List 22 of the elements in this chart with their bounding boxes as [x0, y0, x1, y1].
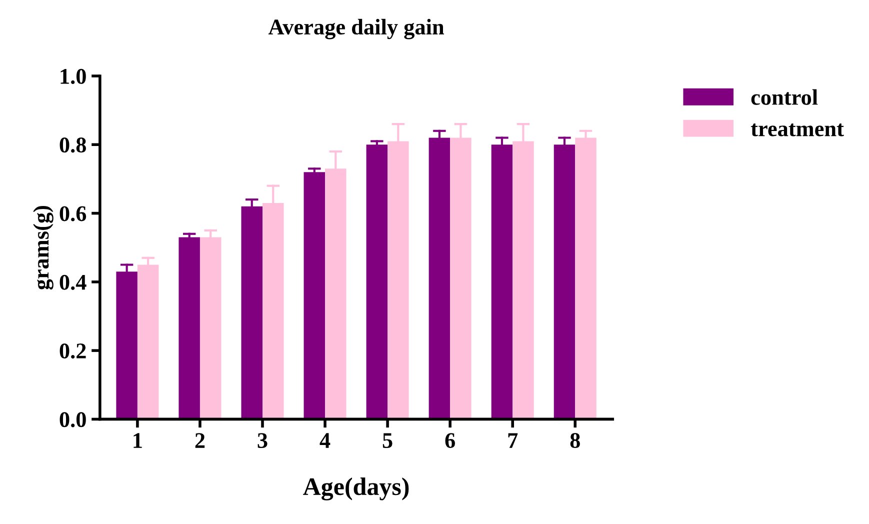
y-tick-label: 0.8: [60, 138, 86, 153]
y-tick-label: 0.4: [60, 274, 86, 290]
x-tick-label: 5: [382, 433, 392, 448]
x-axis-title: Age(days): [303, 478, 409, 500]
y-axis-title: grams(g): [33, 206, 54, 290]
y-tick-label: 1.0: [60, 68, 86, 84]
x-tick-label: 4: [320, 433, 330, 448]
x-tick-label: 7: [508, 433, 518, 448]
x-tick-label: 8: [570, 433, 580, 448]
bar: [366, 144, 388, 420]
x-tick-label: 1: [134, 433, 142, 448]
legend-label: control: [751, 89, 818, 105]
legend-label: treatment: [750, 124, 844, 136]
x-tick-label: 2: [195, 433, 205, 448]
y-tick-label: 0.2: [60, 343, 86, 359]
bar: [304, 172, 326, 420]
y-tick-label: 0.6: [60, 206, 86, 222]
x-tick-label: 6: [445, 433, 455, 448]
y-tick-label: 0.0: [60, 412, 86, 428]
chart-title: Average daily gain: [268, 18, 444, 40]
x-tick-label: 3: [258, 433, 268, 448]
bar: [178, 237, 200, 420]
